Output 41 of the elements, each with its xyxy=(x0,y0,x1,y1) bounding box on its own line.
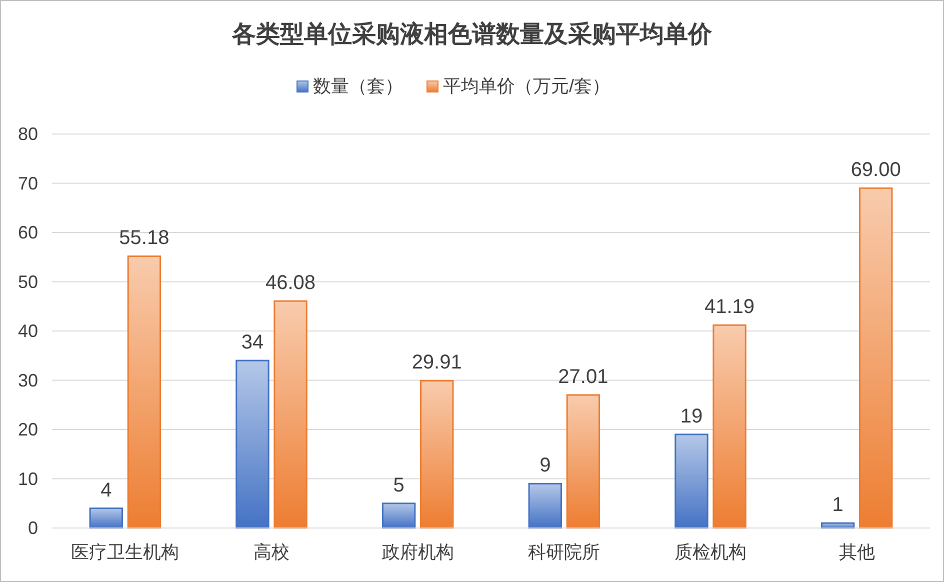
data-label: 34 xyxy=(241,332,264,354)
data-label: 1 xyxy=(832,494,844,516)
x-tick-label: 其他 xyxy=(838,542,875,562)
data-label: 69.00 xyxy=(850,159,901,182)
y-tick-label: 70 xyxy=(18,173,38,194)
x-tick-label: 科研院所 xyxy=(528,542,600,562)
data-label: 46.08 xyxy=(265,272,316,294)
bar xyxy=(236,360,270,529)
bar xyxy=(859,187,893,529)
y-tick-label: 10 xyxy=(18,468,38,489)
bar xyxy=(528,482,562,529)
y-tick-label: 30 xyxy=(18,370,38,390)
data-label: 27.01 xyxy=(558,366,608,388)
x-tick-label: 高校 xyxy=(254,542,290,562)
y-tick-label: 60 xyxy=(18,222,38,242)
y-tick-label: 40 xyxy=(18,321,38,341)
data-label: 41.19 xyxy=(704,296,755,318)
data-label: 9 xyxy=(540,454,551,477)
y-tick-label: 80 xyxy=(18,124,38,144)
bar xyxy=(274,300,308,529)
bar xyxy=(89,508,123,529)
data-label: 55.18 xyxy=(119,227,170,250)
bar xyxy=(674,434,708,529)
chart-title: 各类型单位采购液相色谱数量及采购平均单价 xyxy=(231,21,713,48)
x-tick-label: 医疗卫生机构 xyxy=(71,542,180,562)
y-tick-label: 0 xyxy=(28,518,38,538)
legend-label: 数量（套） xyxy=(313,76,403,96)
data-label: 5 xyxy=(393,474,404,496)
bar xyxy=(382,502,416,529)
data-label: 19 xyxy=(680,405,703,428)
data-label: 4 xyxy=(100,479,112,502)
x-tick-label: 质检机构 xyxy=(674,542,746,562)
bar xyxy=(712,324,746,529)
x-tick-label: 政府机构 xyxy=(382,542,454,562)
y-tick-label: 50 xyxy=(18,272,38,292)
legend-label: 平均单价（万元/套） xyxy=(443,76,610,96)
data-label: 29.91 xyxy=(412,352,462,374)
bar xyxy=(127,255,162,529)
bar xyxy=(420,380,454,529)
bar xyxy=(566,394,600,529)
y-tick-label: 20 xyxy=(18,420,38,440)
